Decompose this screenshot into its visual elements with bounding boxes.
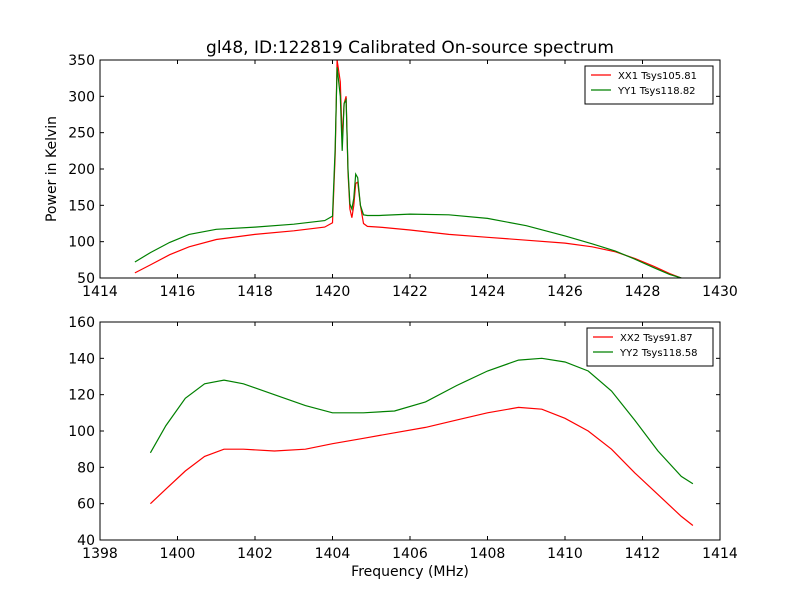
x-tick-label: 1426 [547, 284, 583, 300]
y-tick-label: 200 [68, 162, 95, 178]
chart-title: gl48, ID:122819 Calibrated On-source spe… [206, 38, 614, 58]
x-axis-label: Frequency (MHz) [351, 564, 469, 580]
x-tick-label: 1402 [237, 546, 273, 562]
y-tick-label: 120 [68, 388, 95, 404]
y-tick-label: 150 [68, 198, 95, 214]
y-tick-label: 40 [77, 533, 95, 549]
plot-1: 1414 1416 1418 1420 1422 1424 1426 1428 1430 50 10… [44, 53, 738, 300]
x-tick-label: 1414 [82, 284, 118, 300]
x-tick-label: 1420 [315, 284, 351, 300]
x-tick-label: 1416 [160, 284, 196, 300]
y-tick-label: 300 [68, 89, 95, 105]
x-tick-label: 1404 [315, 546, 351, 562]
x-tick-label: 1414 [702, 546, 738, 562]
y-axis-label: Power in Kelvin [44, 116, 60, 222]
x-tick-label: 1412 [625, 546, 661, 562]
x-tick-label: 1408 [470, 546, 506, 562]
plot-2: 1398 1400 1402 1404 1406 1408 1410 1412 1414 40 60… [68, 315, 738, 580]
y-tick-label: 160 [68, 315, 95, 331]
x-tick-label: 1428 [625, 284, 661, 300]
legend-entry-label: XX1 Tsys105.81 [618, 71, 697, 82]
y-tick-label: 60 [77, 497, 95, 513]
series-line-2 [134, 67, 682, 278]
legend-entry-label: YY1 Tsys118.82 [617, 86, 696, 97]
series-line-1 [149, 406, 694, 526]
x-tick-label: 1424 [470, 284, 506, 300]
x-tick-label: 1430 [702, 284, 738, 300]
legend: XX1 Tsys105.81 YY1 Tsys118.82 [584, 65, 714, 105]
x-tick-label: 1400 [160, 546, 196, 562]
y-tick-label: 140 [68, 351, 95, 367]
y-tick-label: 80 [77, 460, 95, 476]
legend-box [586, 327, 714, 367]
y-tick-label: 100 [68, 235, 95, 251]
y-tick-label: 250 [68, 126, 95, 142]
legend-entry-label: XX2 Tsys91.87 [620, 333, 693, 344]
x-tick-label: 1398 [82, 546, 118, 562]
x-tick-label: 1410 [547, 546, 583, 562]
y-tick-label: 100 [68, 424, 95, 440]
series-line-2 [149, 357, 694, 485]
plots: 1414 1416 1418 1420 1422 1424 1426 1428 1430 50 10… [44, 53, 738, 580]
legend: XX2 Tsys91.87 YY2 Tsys118.58 [586, 327, 714, 367]
x-tick-label: 1406 [392, 546, 428, 562]
legend-box [584, 65, 714, 105]
y-tick-label: 350 [68, 53, 95, 69]
y-tick-label: 50 [77, 271, 95, 287]
x-tick-label: 1422 [392, 284, 428, 300]
series-line-1 [134, 60, 682, 278]
x-tick-label: 1418 [237, 284, 273, 300]
legend-entry-label: YY2 Tsys118.58 [619, 348, 698, 359]
